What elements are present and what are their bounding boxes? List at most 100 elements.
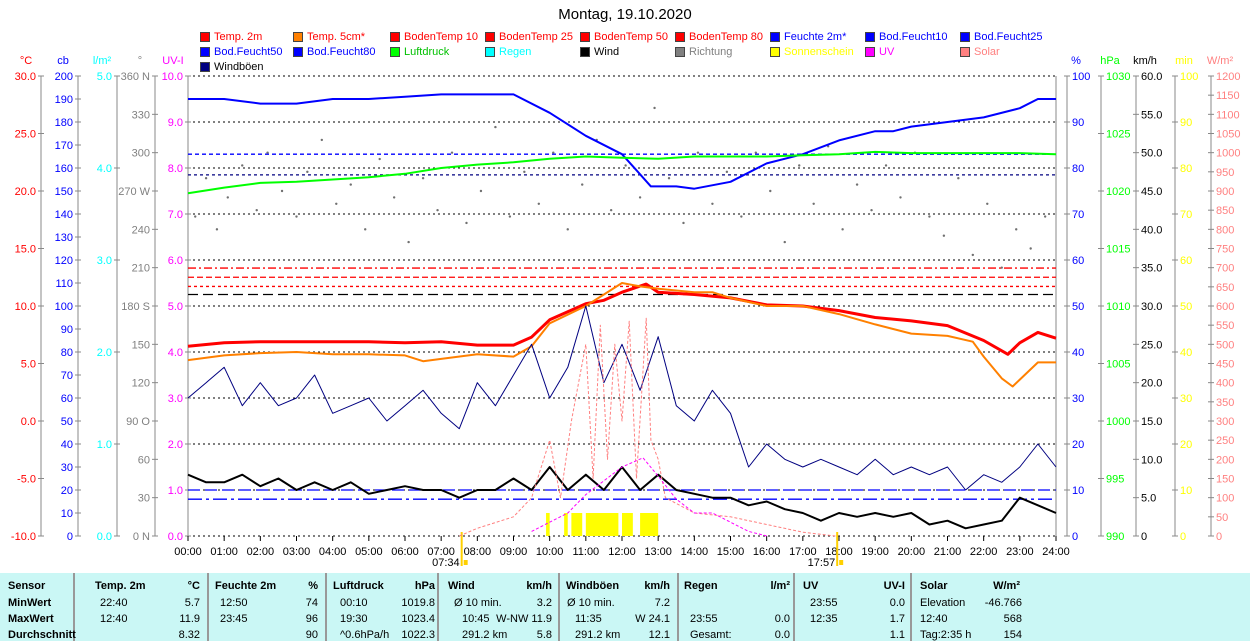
axis-tick-label: 40 [61, 439, 73, 451]
wind-direction-point [255, 208, 258, 212]
table-cell: Elevation [920, 597, 966, 609]
axis-tick-label: 0 [1216, 531, 1222, 543]
table-cell: 568 [1003, 613, 1022, 625]
table-cell: 12:40 [100, 613, 128, 625]
axis-tick-label: 20 [1180, 439, 1192, 451]
axis-tick-label: 330 [132, 109, 150, 121]
table-cell: 0.0 [889, 597, 905, 609]
series-temp-2m [187, 282, 1057, 356]
table-cell: Ø 10 min. [567, 597, 615, 609]
sunshine-bar [571, 513, 583, 536]
axis-tick-label: 995 [1106, 474, 1124, 486]
legend-label: Bod.Feucht80 [307, 46, 376, 58]
column-separator [910, 573, 912, 641]
axis-tick-label: 150 [55, 186, 73, 198]
axis-tick-label: 90 [1180, 117, 1192, 129]
table-cell: Gesamt: [690, 629, 732, 641]
table-cell: 90 [305, 629, 318, 641]
sunshine-bar [640, 513, 659, 536]
x-tick-label: 01:00 [210, 546, 238, 558]
x-tick-label: 03:00 [283, 546, 311, 558]
table-cell: Tag:2:35 h [920, 629, 972, 641]
wind-direction-point [769, 189, 772, 193]
wind-direction-point [783, 240, 786, 244]
axis-tick-label: 0.0 [168, 531, 183, 543]
axis-tick-label: 80 [1180, 163, 1192, 175]
wind-direction-point [320, 138, 324, 142]
x-tick-label: 15:00 [717, 546, 745, 558]
wind-direction-point [711, 202, 714, 205]
table-cell: 154 [1003, 629, 1022, 641]
x-tick-label: 05:00 [355, 546, 383, 558]
axis-tick-label: 1150 [1216, 90, 1240, 102]
axis-tick-label: 250 [1216, 435, 1234, 447]
table-cell: 3.2 [536, 597, 552, 609]
wind-direction-point [638, 196, 642, 199]
wind-direction-point [841, 228, 844, 231]
legend-item: BodenTemp 50 [580, 31, 668, 43]
axis-tick-label: 0 N [133, 531, 150, 543]
legend-item: Feuchte 2m* [770, 31, 846, 43]
table-cell: W-NW 11.9 [496, 613, 552, 625]
table-cell: 23:55 [690, 613, 718, 625]
axis-tick-label: 25.0 [15, 129, 36, 141]
sunshine-bar [564, 513, 568, 536]
wind-direction-point [494, 125, 497, 129]
axis-tick-label: 80 [61, 347, 73, 359]
table-cell: 1023.4 [401, 613, 435, 625]
legend-label: BodenTemp 80 [689, 31, 763, 43]
axis-tick-label: 50 [1216, 512, 1228, 524]
axis-tick-label: 0 [1141, 531, 1147, 543]
legend-swatch [770, 32, 780, 42]
axis-tick-label: 90 O [126, 416, 150, 428]
table-cell: 1.1 [889, 629, 905, 641]
x-tick-label: 23:00 [1006, 546, 1034, 558]
wind-direction-point [667, 177, 671, 180]
table-header: Windböen [566, 580, 620, 592]
table-cell: W 24.1 [635, 613, 670, 625]
table-cell: 96 [305, 613, 318, 625]
axis-tick-label: 750 [1216, 244, 1234, 256]
table-cell: 291.2 km [462, 629, 508, 641]
axis-tick-label: 50.0 [1141, 148, 1162, 160]
wind-direction-point [421, 177, 425, 180]
axis-tick-label: 10 [1180, 485, 1192, 497]
axis-tick-label: 1030 [1106, 71, 1130, 83]
table-header: Feuchte 2m [215, 580, 277, 592]
axis-tick-label: 5.0 [1141, 493, 1156, 505]
table-cell: 12:50 [220, 597, 248, 609]
axis-tick-label: 500 [1216, 339, 1234, 351]
axis-tick-label: 270 W [118, 186, 150, 198]
chart-title: Montag, 19.10.2020 [558, 6, 692, 23]
axis-tick-label: 15.0 [15, 244, 36, 256]
statistics-table: Sensor Temp. 2m °C Feuchte 2m% Luftdruck hPa W… [0, 573, 1250, 641]
x-tick-label: 16:00 [753, 546, 781, 558]
x-tick-label: 04:00 [319, 546, 347, 558]
axis-tick-label: 40 [1180, 347, 1192, 359]
wind-direction-point [696, 151, 700, 154]
axis-tick-label: 60.0 [1141, 71, 1162, 83]
x-tick-label: 02:00 [247, 546, 275, 558]
column-separator [793, 573, 795, 641]
sunshine-bar [546, 513, 550, 536]
axis-tick-label: 15.0 [1141, 416, 1162, 428]
wind-direction-point [986, 202, 989, 205]
axis-tick-label: 900 [1216, 186, 1234, 198]
legend-label: UV [879, 46, 895, 58]
axis-tick-label: 170 [55, 140, 73, 152]
axis-tick-label: 70 [1072, 209, 1084, 221]
axis-tick-label: 30 [1180, 393, 1192, 405]
legend-label: Sonnenschein [784, 46, 854, 58]
wind-direction-point [508, 215, 512, 218]
legend-label: Regen [499, 46, 532, 58]
axis-tick-label: 6.0 [168, 255, 183, 267]
wind-direction-point [581, 183, 584, 186]
axis-tick-label: 180 [55, 117, 73, 129]
wind-direction-point [226, 196, 229, 199]
wind-direction-point [479, 189, 483, 193]
axis-tick-label: 20.0 [1141, 378, 1162, 390]
axis-tick-label: 60 [138, 454, 150, 466]
x-tick-label: 12:00 [608, 546, 636, 558]
wind-direction-point [855, 183, 859, 186]
column-separator [677, 573, 679, 641]
